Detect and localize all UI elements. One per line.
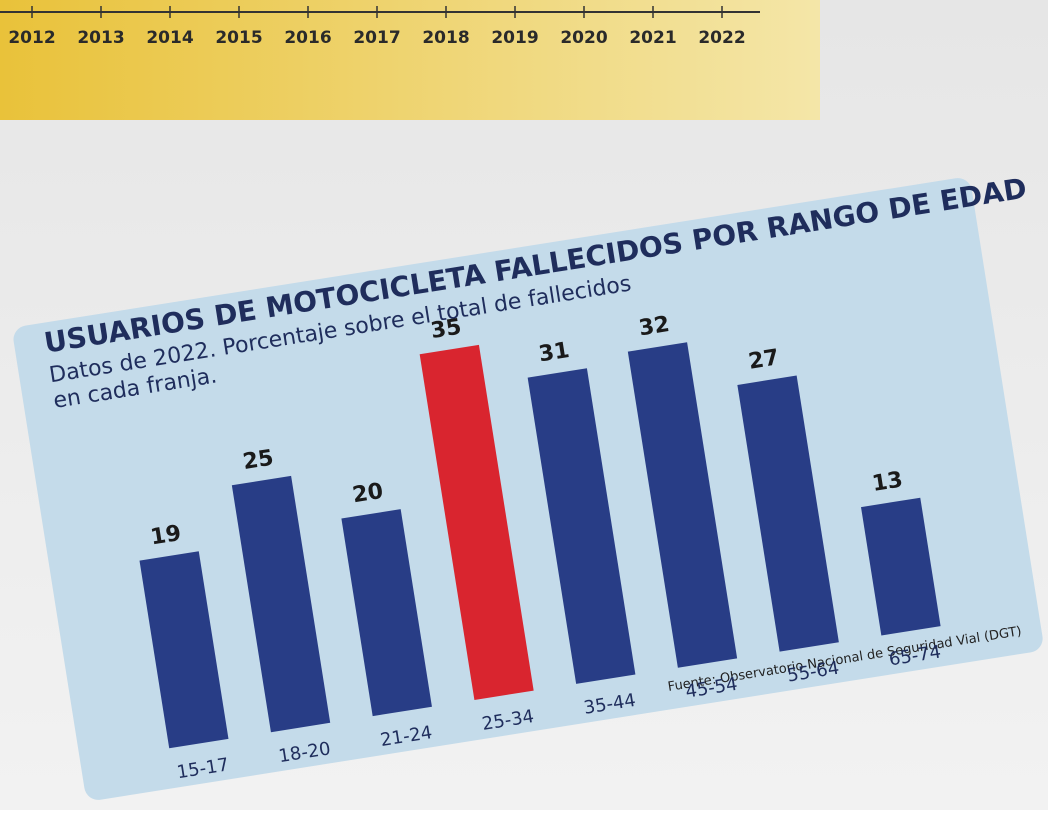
value-label: 35 (429, 315, 463, 344)
value-label: 20 (351, 479, 385, 508)
chart: 2012201320142015201620172018201920202021… (0, 0, 1048, 810)
timeline-year: 2018 (422, 28, 469, 48)
timeline-year: 2019 (491, 28, 538, 48)
timeline-year: 2014 (146, 28, 193, 48)
value-label: 31 (537, 338, 571, 367)
value-label: 13 (870, 467, 904, 496)
value-label: 25 (241, 446, 275, 475)
value-label: 27 (747, 345, 781, 374)
timeline-year: 2015 (215, 28, 262, 48)
timeline-year: 2013 (77, 28, 124, 48)
timeline-year: 2022 (698, 28, 745, 48)
value-label: 19 (149, 521, 183, 550)
timeline-year: 2021 (629, 28, 676, 48)
timeline-band (0, 0, 820, 120)
timeline-year: 2016 (284, 28, 331, 48)
timeline-year: 2020 (560, 28, 607, 48)
timeline-year: 2017 (353, 28, 400, 48)
value-label: 32 (637, 312, 671, 341)
timeline-year: 2012 (8, 28, 55, 48)
page: 2012201320142015201620172018201920202021… (0, 0, 1048, 810)
